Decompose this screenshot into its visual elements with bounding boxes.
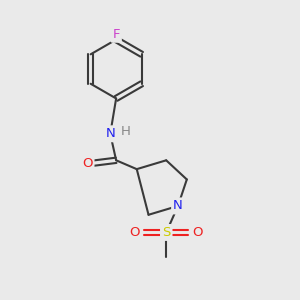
Text: S: S — [162, 226, 170, 239]
Text: O: O — [193, 226, 203, 239]
Text: N: N — [173, 200, 183, 212]
Text: F: F — [112, 28, 120, 41]
Text: N: N — [105, 127, 115, 140]
Text: O: O — [82, 157, 92, 170]
Text: H: H — [121, 125, 130, 138]
Text: O: O — [129, 226, 140, 239]
